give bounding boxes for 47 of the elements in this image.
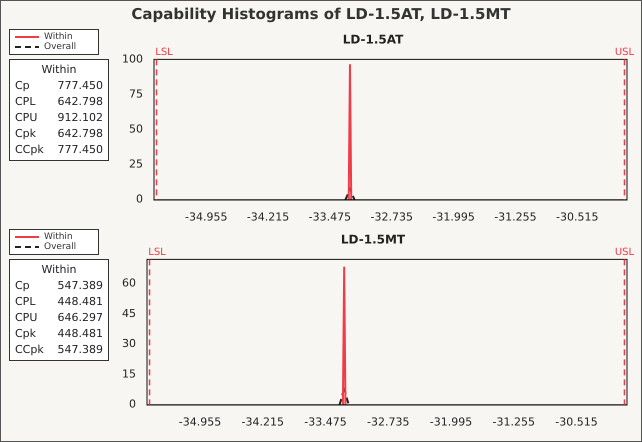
text: Cp 547.389	[15, 279, 103, 292]
legend-label: Within	[44, 32, 73, 42]
x-tick-label: -30.515	[556, 210, 599, 224]
x-tick-label: -31.995	[430, 415, 472, 428]
x-tick-label: -31.255	[492, 415, 536, 428]
text: CPU 646.297	[15, 311, 103, 324]
y-tick-label: 25	[128, 158, 143, 171]
legend-label: Overall	[44, 42, 76, 52]
x-tick-label: -32.735	[367, 415, 410, 428]
x-tick-label: -31.995	[432, 210, 475, 224]
y-tick-label: 60	[122, 276, 136, 290]
ref-line-label: LSL	[148, 246, 166, 258]
text: Within	[40, 262, 78, 278]
legend-label: Within	[44, 232, 73, 242]
y-tick-label: 75	[128, 87, 143, 100]
x-tick-label: -34.955	[184, 210, 228, 224]
x-tick-label: -32.735	[370, 210, 413, 224]
y-tick-label: 50	[128, 122, 143, 136]
y-tick-label: 45	[122, 306, 136, 320]
x-tick-label: -34.955	[178, 415, 222, 428]
legend-label: Overall	[44, 242, 76, 252]
y-tick-label: 15	[122, 367, 136, 380]
text: CPU 912.102	[15, 111, 103, 124]
x-tick-label: -34.215	[242, 415, 284, 428]
chart-title: LD-1.5MT	[340, 232, 406, 246]
text: CCpk 547.389	[15, 343, 103, 356]
y-tick-label: 0	[128, 398, 136, 411]
ref-line-label: USL	[614, 46, 635, 58]
x-tick-label: -30.515	[555, 415, 598, 428]
chart-subtitle: LD-1.5AT	[342, 32, 404, 46]
x-tick-label: -33.475	[308, 210, 352, 224]
text: CPL 642.798	[15, 95, 103, 108]
y-tick-label: 30	[122, 337, 136, 350]
chart-title: Capability Histograms of LD-1.5AT, LD-1.5MT	[130, 4, 512, 25]
text: Cp 777.450	[15, 79, 103, 92]
text: Cpk 448.481	[15, 327, 103, 340]
text: Cpk 642.798	[15, 127, 103, 140]
text: CCpk 777.450	[15, 143, 103, 156]
text: CPL 448.481	[15, 295, 103, 308]
ref-line-label: USL	[614, 246, 634, 258]
x-tick-label: -33.475	[304, 415, 347, 428]
text: Within	[40, 62, 78, 78]
ref-line-label: LSL	[155, 46, 174, 58]
x-tick-label: -34.215	[246, 210, 290, 224]
x-tick-label: -31.255	[494, 210, 537, 224]
y-tick-label: 0	[136, 192, 143, 206]
y-tick-label: 100	[122, 52, 143, 66]
